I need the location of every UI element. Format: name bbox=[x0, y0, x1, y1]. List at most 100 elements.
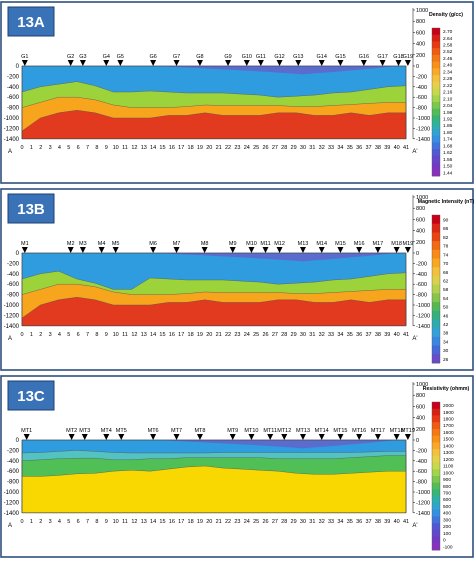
x-tick: 35 bbox=[347, 332, 353, 338]
station-marker bbox=[267, 434, 274, 440]
station-marker bbox=[337, 60, 344, 66]
station-marker bbox=[257, 60, 264, 66]
colorbar-swatch bbox=[432, 54, 440, 63]
y-tick-left: -800 bbox=[7, 480, 20, 486]
x-tick: 11 bbox=[122, 332, 128, 338]
station-marker bbox=[374, 247, 381, 253]
plot-border bbox=[21, 65, 407, 140]
x-tick: 20 bbox=[206, 145, 212, 151]
x-tick: 2 bbox=[39, 145, 42, 151]
y-tick-left: -400 bbox=[7, 85, 20, 91]
x-tick: 33 bbox=[328, 145, 334, 151]
x-tick: 19 bbox=[197, 332, 203, 338]
y-tick-right: 200 bbox=[416, 427, 425, 433]
colorbar-value: 1.80 bbox=[443, 130, 453, 136]
x-tick: 22 bbox=[225, 519, 231, 525]
station-marker bbox=[248, 247, 255, 253]
station-label: G4 bbox=[103, 54, 110, 60]
station-label: M17 bbox=[373, 241, 384, 247]
station-marker bbox=[299, 434, 306, 440]
colorbar-swatch bbox=[432, 34, 440, 42]
x-tick: 1 bbox=[30, 519, 33, 525]
station-label: M9 bbox=[229, 241, 237, 247]
x-tick: 0 bbox=[20, 519, 23, 525]
layer-3 bbox=[21, 109, 407, 139]
x-start-label: A bbox=[8, 523, 12, 529]
x-tick: 34 bbox=[337, 145, 343, 151]
x-tick: 27 bbox=[272, 519, 278, 525]
y-tick-right: -400 bbox=[416, 85, 427, 91]
colorbar-swatch bbox=[432, 402, 440, 410]
colorbar-value: 1700 bbox=[443, 423, 454, 429]
y-tick-right: 400 bbox=[416, 229, 425, 235]
y-tick-left: -800 bbox=[7, 293, 20, 299]
station-marker bbox=[117, 60, 124, 66]
x-tick: 27 bbox=[272, 332, 278, 338]
x-tick: 23 bbox=[234, 145, 240, 151]
station-label: G7 bbox=[173, 54, 180, 60]
x-tick: 26 bbox=[262, 519, 268, 525]
colorbar-swatch bbox=[432, 75, 440, 83]
colorbar-value: 38 bbox=[443, 331, 449, 337]
colorbar-swatch bbox=[432, 28, 440, 36]
x-tick: 4 bbox=[58, 145, 61, 151]
x-tick: 25 bbox=[253, 145, 259, 151]
station-marker bbox=[337, 434, 344, 440]
station-label: M6 bbox=[149, 241, 157, 247]
x-tick: 24 bbox=[244, 519, 250, 525]
colorbar-value: 1800 bbox=[443, 417, 454, 423]
colorbar-value: 600 bbox=[443, 497, 451, 503]
station-marker bbox=[337, 247, 344, 253]
x-tick: 7 bbox=[86, 519, 89, 525]
colorbar-swatch bbox=[432, 422, 440, 430]
x-tick: 8 bbox=[95, 145, 98, 151]
x-tick: 25 bbox=[253, 332, 259, 338]
x-tick: 36 bbox=[356, 145, 362, 151]
colorbar-value: 2.52 bbox=[443, 49, 453, 55]
station-label: M1 bbox=[21, 241, 29, 247]
colorbar-value: 2.28 bbox=[443, 76, 453, 82]
y-tick-left: -1400 bbox=[4, 137, 20, 143]
x-tick: 3 bbox=[49, 145, 52, 151]
y-tick-left: -1000 bbox=[4, 116, 20, 122]
y-tick-right: -200 bbox=[416, 261, 427, 267]
panel-label: 13A bbox=[17, 14, 45, 31]
station-marker bbox=[79, 247, 86, 253]
x-tick: 39 bbox=[384, 145, 390, 151]
station-label: MT1 bbox=[21, 428, 32, 434]
station-label: MT8 bbox=[194, 428, 205, 434]
y-tick-left: -400 bbox=[7, 459, 20, 465]
colorbar-swatch bbox=[432, 319, 440, 329]
station-marker bbox=[374, 434, 381, 440]
x-tick: 21 bbox=[216, 519, 222, 525]
colorbar-swatch bbox=[432, 536, 440, 544]
colorbar-swatch bbox=[432, 509, 440, 517]
x-tick: 28 bbox=[281, 332, 287, 338]
x-tick: 32 bbox=[319, 332, 325, 338]
colorbar-swatch bbox=[432, 293, 440, 303]
colorbar-value: 1100 bbox=[443, 464, 454, 470]
x-tick: 13 bbox=[141, 145, 147, 151]
colorbar-swatch bbox=[432, 516, 440, 524]
y-tick-left: 0 bbox=[16, 64, 20, 70]
colorbar-swatch bbox=[432, 102, 440, 110]
colorbar-swatch bbox=[432, 108, 440, 116]
colorbar-value: 2.64 bbox=[443, 36, 453, 42]
colorbar-swatch bbox=[432, 249, 440, 259]
colorbar-value: -100 bbox=[443, 544, 453, 550]
colorbar-swatch bbox=[432, 223, 440, 233]
y-tick-left: -200 bbox=[7, 74, 20, 80]
x-tick: 23 bbox=[234, 519, 240, 525]
colorbar-value: 2.34 bbox=[443, 69, 453, 75]
x-tick: 30 bbox=[300, 519, 306, 525]
shallow-anomaly bbox=[153, 253, 397, 262]
y-tick-right: -1400 bbox=[416, 137, 430, 143]
y-tick-right: -200 bbox=[416, 74, 427, 80]
station-marker bbox=[393, 247, 400, 253]
plot-border bbox=[21, 252, 407, 327]
colorbar-value: 66 bbox=[443, 270, 449, 276]
x-end-label: A' bbox=[412, 149, 417, 155]
x-tick: 13 bbox=[141, 332, 147, 338]
x-start-label: A bbox=[8, 336, 12, 342]
station-marker bbox=[150, 434, 157, 440]
